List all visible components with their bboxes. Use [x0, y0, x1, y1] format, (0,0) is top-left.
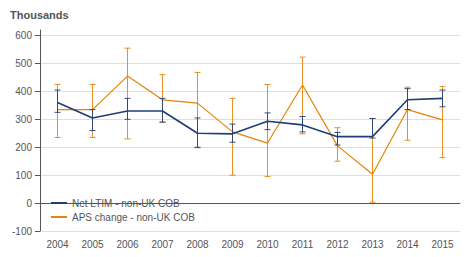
svg-text:2005: 2005: [81, 239, 104, 250]
svg-text:2012: 2012: [326, 239, 349, 250]
svg-text:-100: -100: [12, 226, 32, 237]
svg-text:2013: 2013: [361, 239, 384, 250]
svg-text:100: 100: [15, 170, 32, 181]
svg-text:500: 500: [15, 58, 32, 69]
svg-text:2014: 2014: [396, 239, 419, 250]
svg-text:200: 200: [15, 142, 32, 153]
svg-text:2008: 2008: [186, 239, 209, 250]
svg-text:2004: 2004: [46, 239, 69, 250]
svg-text:600: 600: [15, 30, 32, 41]
svg-text:Net LTIM - non-UK COB: Net LTIM - non-UK COB: [72, 198, 180, 209]
svg-text:2010: 2010: [256, 239, 279, 250]
svg-text:0: 0: [26, 198, 32, 209]
svg-text:APS change - non-UK COB: APS change - non-UK COB: [72, 212, 195, 223]
svg-text:Thousands: Thousands: [10, 9, 69, 21]
svg-text:2015: 2015: [431, 239, 454, 250]
svg-text:2006: 2006: [116, 239, 139, 250]
svg-text:2011: 2011: [292, 239, 314, 250]
svg-text:2009: 2009: [221, 239, 244, 250]
svg-text:300: 300: [15, 114, 32, 125]
svg-text:2007: 2007: [151, 239, 174, 250]
svg-text:400: 400: [15, 86, 32, 97]
